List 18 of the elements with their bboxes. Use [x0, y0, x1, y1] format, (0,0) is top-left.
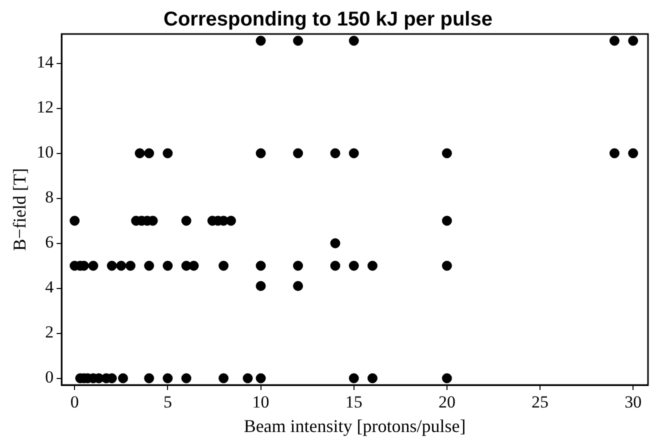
x-tick-label: 20 [438, 392, 456, 412]
y-tick-label: 2 [45, 322, 54, 342]
x-axis-title: Beam intensity [protons/pulse] [244, 416, 466, 436]
y-tick-label: 0 [45, 368, 54, 387]
y-tick-label: 6 [45, 232, 54, 252]
x-tick-label: 5 [163, 392, 172, 412]
x-tick-label: 0 [70, 392, 79, 412]
y-tick-label: 14 [36, 52, 54, 72]
x-tick-label: 15 [345, 392, 362, 412]
x-tick-label: 30 [624, 392, 642, 412]
y-tick-label: 8 [45, 188, 54, 207]
chart-title: Corresponding to 150 kJ per pulse [164, 8, 492, 31]
y-tick-label: 10 [36, 142, 54, 162]
y-tick-label: 4 [45, 278, 54, 297]
y-axis-title: B−field [T] [10, 168, 30, 251]
x-tick-label: 25 [532, 392, 549, 412]
x-tick-label: 10 [252, 392, 270, 412]
y-tick-label: 12 [36, 98, 54, 117]
